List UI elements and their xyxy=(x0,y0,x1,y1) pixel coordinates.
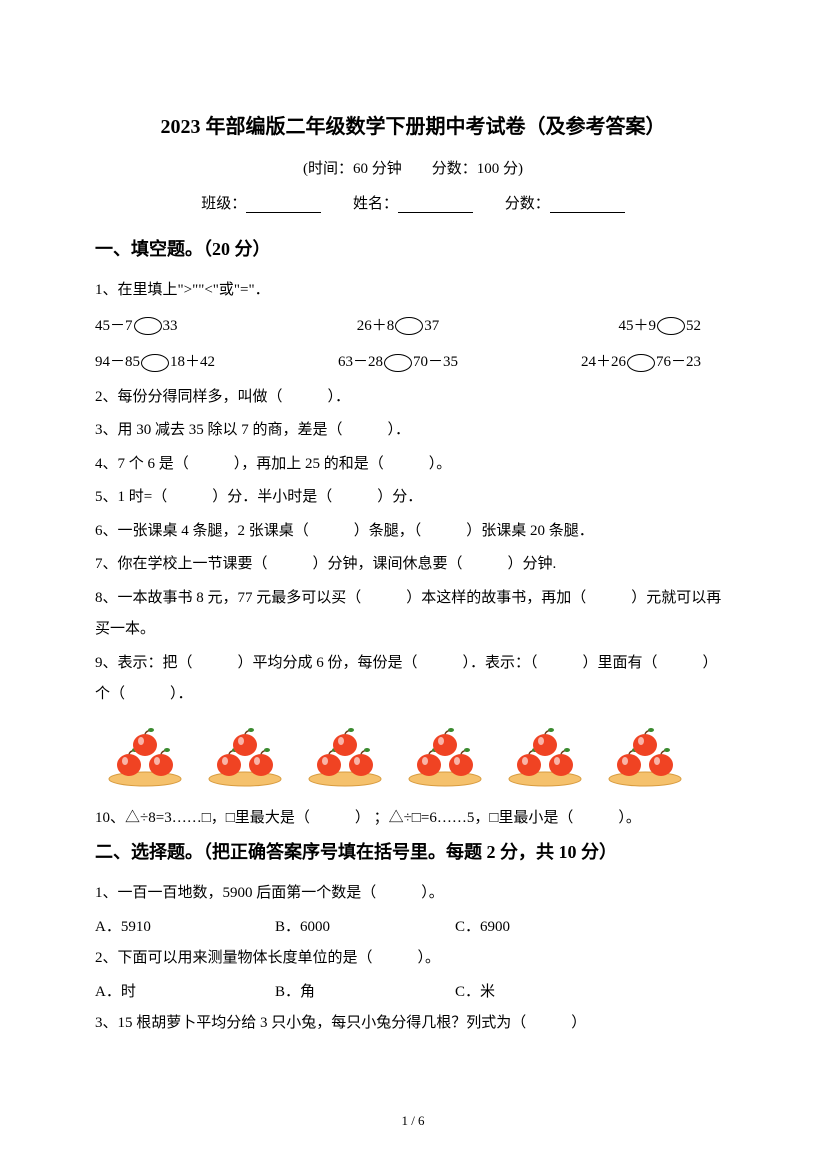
apple-group-icon xyxy=(505,723,585,787)
class-blank[interactable] xyxy=(246,197,321,213)
name-blank[interactable] xyxy=(398,197,473,213)
compare-row-1: 45－7 33 26＋8 37 45＋9 52 xyxy=(95,309,731,344)
compare-left: 45－7 xyxy=(95,318,133,334)
apple-group-icon xyxy=(105,723,185,787)
answer-oval[interactable] xyxy=(395,317,423,335)
compare-item: 94－85 18＋42 xyxy=(95,345,215,380)
mc-q1: 1、一百一百地数，5900 后面第一个数是（ ）。 xyxy=(95,878,731,910)
compare-right: 52 xyxy=(686,318,701,334)
class-label: 班级： xyxy=(201,196,246,212)
exam-title: 2023 年部编版二年级数学下册期中考试卷（及参考答案） xyxy=(95,110,731,139)
q5: 5、1 时=（ ）分．半小时是（ ）分． xyxy=(95,482,731,514)
q2: 2、每份分得同样多，叫做（ ）． xyxy=(95,382,731,414)
compare-item: 26＋8 37 xyxy=(357,309,440,344)
section2-title: 二、选择题。（把正确答案序号填在括号里。每题 2 分，共 10 分） xyxy=(95,838,731,864)
compare-left: 94－85 xyxy=(95,354,140,370)
page-number: 1 / 6 xyxy=(0,1113,826,1129)
student-info-line: 班级： 姓名： 分数： xyxy=(95,192,731,213)
score-label: 分数： xyxy=(505,196,550,212)
compare-right: 76－23 xyxy=(656,354,701,370)
mc-option-c: C．6900 xyxy=(455,912,635,944)
mc-option-a: A．时 xyxy=(95,977,275,1009)
apple-row xyxy=(105,723,731,787)
q1-intro: 1、在里填上">""<"或"="． xyxy=(95,275,731,307)
compare-left: 45＋9 xyxy=(618,318,656,334)
compare-item: 24＋26 76－23 xyxy=(581,345,701,380)
mc-q2: 2、下面可以用来测量物体长度单位的是（ ）。 xyxy=(95,943,731,975)
compare-right: 70－35 xyxy=(413,354,458,370)
mc-q3: 3、15 根胡萝卜平均分给 3 只小兔，每只小兔分得几根？列式为（ ） xyxy=(95,1008,731,1040)
apple-group-icon xyxy=(405,723,485,787)
q9: 9、表示：把（ ）平均分成 6 份，每份是（ ）．表示：（ ）里面有（ ）个（ … xyxy=(95,648,731,711)
score-blank[interactable] xyxy=(550,197,625,213)
answer-oval[interactable] xyxy=(141,354,169,372)
compare-row-2: 94－85 18＋42 63－28 70－35 24＋26 76－23 xyxy=(95,345,731,380)
q6: 6、一张课桌 4 条腿，2 张课桌（ ）条腿，（ ）张课桌 20 条腿． xyxy=(95,516,731,548)
compare-left: 24＋26 xyxy=(581,354,626,370)
compare-left: 26＋8 xyxy=(357,318,395,334)
q3: 3、用 30 减去 35 除以 7 的商，差是（ ）． xyxy=(95,415,731,447)
answer-oval[interactable] xyxy=(657,317,685,335)
exam-subtitle: (时间：60 分钟 分数：100 分) xyxy=(95,157,731,178)
answer-oval[interactable] xyxy=(627,354,655,372)
q4: 4、7 个 6 是（ ），再加上 25 的和是（ ）。 xyxy=(95,449,731,481)
apple-group-icon xyxy=(605,723,685,787)
answer-oval[interactable] xyxy=(384,354,412,372)
compare-right: 33 xyxy=(163,318,178,334)
section1-title: 一、填空题。（20 分） xyxy=(95,235,731,261)
answer-oval[interactable] xyxy=(134,317,162,335)
mc-option-b: B．角 xyxy=(275,977,455,1009)
q7: 7、你在学校上一节课要（ ）分钟，课间休息要（ ）分钟. xyxy=(95,549,731,581)
compare-left: 63－28 xyxy=(338,354,383,370)
compare-item: 45－7 33 xyxy=(95,309,178,344)
compare-right: 37 xyxy=(424,318,439,334)
compare-item: 45＋9 52 xyxy=(618,309,701,344)
q8: 8、一本故事书 8 元，77 元最多可以买（ ）本这样的故事书，再加（ ）元就可… xyxy=(95,583,731,646)
compare-item: 63－28 70－35 xyxy=(338,345,458,380)
mc-option-c: C．米 xyxy=(455,977,635,1009)
mc-option-a: A．5910 xyxy=(95,912,275,944)
apple-group-icon xyxy=(205,723,285,787)
mc-q2-options: A．时 B．角 C．米 xyxy=(95,977,731,1009)
name-label: 姓名： xyxy=(353,196,398,212)
apple-group-icon xyxy=(305,723,385,787)
mc-option-b: B．6000 xyxy=(275,912,455,944)
q10: 10、△÷8=3……□，□里最大是（ ） ；△÷□=6……5，□里最小是（ ）。 xyxy=(95,803,731,835)
compare-right: 18＋42 xyxy=(170,354,215,370)
mc-q1-options: A．5910 B．6000 C．6900 xyxy=(95,912,731,944)
